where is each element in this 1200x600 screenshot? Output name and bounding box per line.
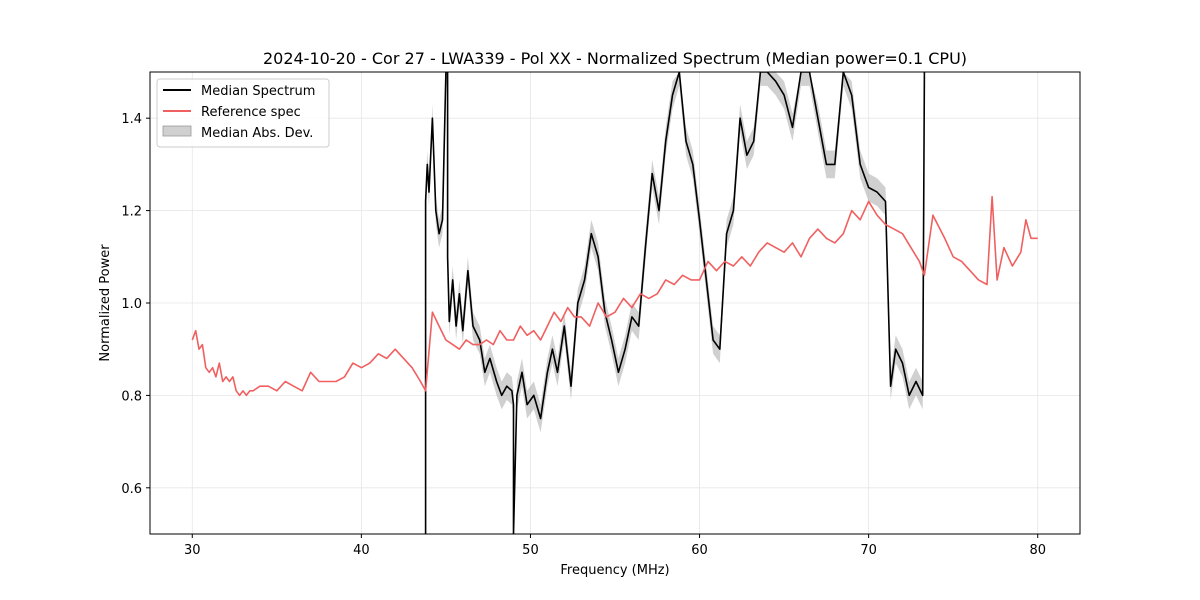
y-tick-label: 1.4 bbox=[121, 112, 142, 127]
x-axis-label: Frequency (MHz) bbox=[560, 563, 669, 578]
y-tick-label: 1.2 bbox=[121, 205, 142, 220]
legend-mad-swatch bbox=[162, 125, 192, 137]
x-tick-label: 40 bbox=[353, 543, 370, 558]
chart-title: 2024-10-20 - Cor 27 - LWA339 - Pol XX - … bbox=[263, 49, 967, 68]
x-tick-label: 80 bbox=[1029, 543, 1046, 558]
x-tick-label: 60 bbox=[691, 543, 708, 558]
series-median-spectrum bbox=[424, 72, 926, 534]
x-tick-label: 50 bbox=[522, 543, 539, 558]
x-tick-label: 30 bbox=[184, 543, 201, 558]
legend-reference-label: Reference spec bbox=[201, 105, 301, 120]
legend-mad-label: Median Abs. Dev. bbox=[201, 126, 313, 141]
y-tick-label: 0.8 bbox=[121, 389, 142, 404]
legend-box bbox=[156, 78, 330, 148]
y-tick-label: 0.6 bbox=[121, 482, 142, 497]
legend-median-label: Median Spectrum bbox=[201, 84, 315, 99]
series-reference-spec bbox=[191, 195, 1038, 397]
x-tick-label: 70 bbox=[860, 543, 877, 558]
y-axis-label: Normalized Power bbox=[98, 244, 113, 362]
y-tick-label: 1.0 bbox=[121, 297, 142, 312]
legend: Median Spectrum Reference spec Median Ab… bbox=[156, 78, 330, 148]
